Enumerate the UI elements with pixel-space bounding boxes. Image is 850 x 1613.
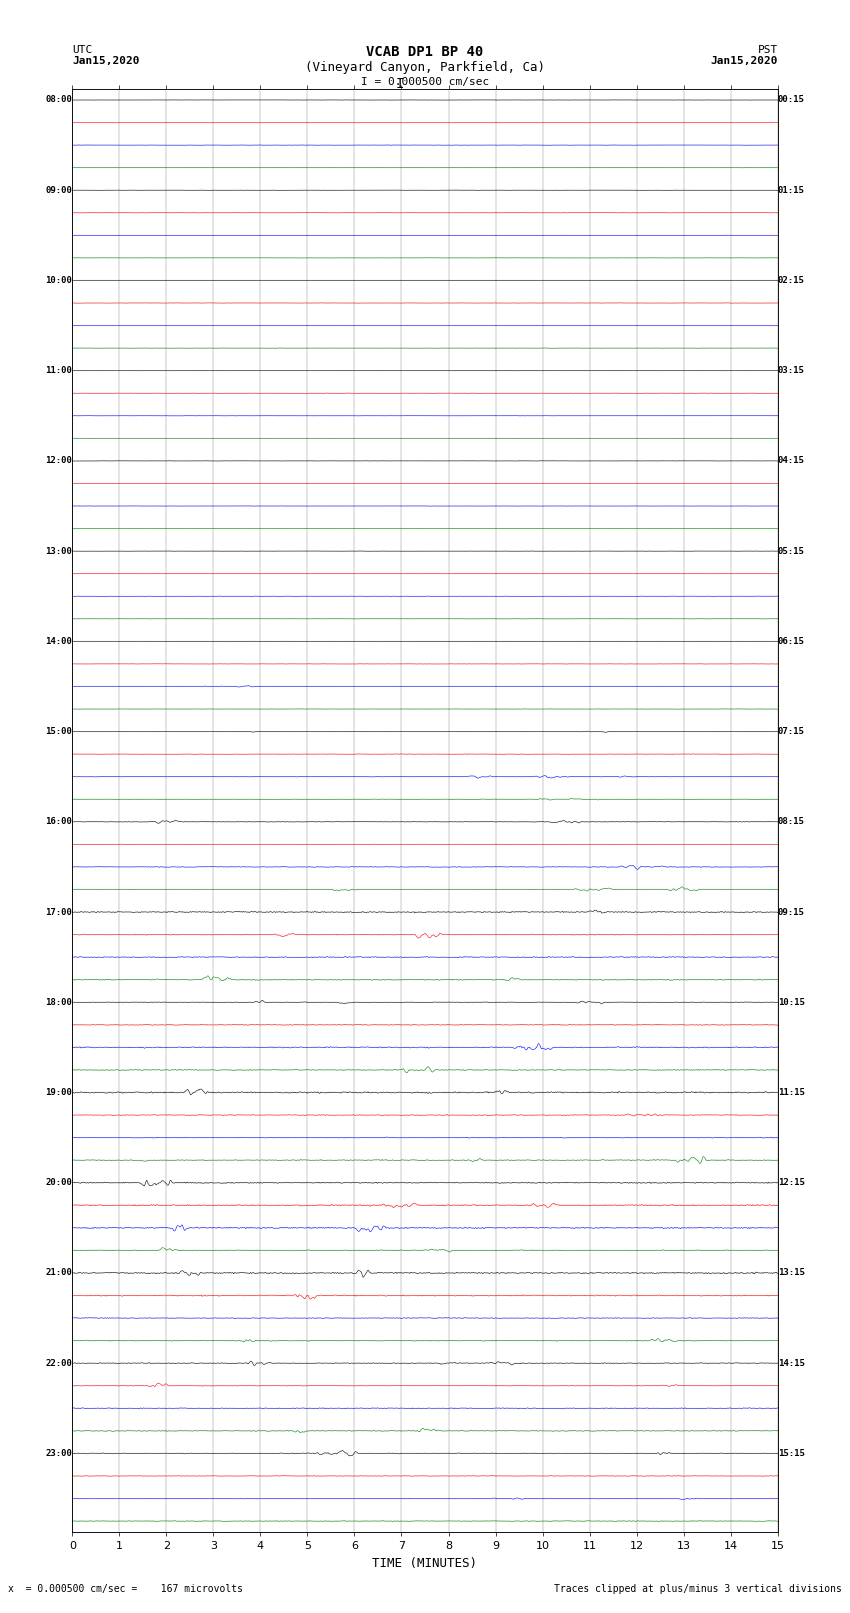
Text: 13:00: 13:00 — [45, 547, 72, 555]
Text: 11:00: 11:00 — [45, 366, 72, 376]
Text: 05:15: 05:15 — [778, 547, 805, 555]
Text: 17:00: 17:00 — [45, 908, 72, 916]
Text: 09:00: 09:00 — [45, 185, 72, 195]
Text: 12:00: 12:00 — [45, 456, 72, 466]
Text: 11:15: 11:15 — [778, 1089, 805, 1097]
Text: 07:15: 07:15 — [778, 727, 805, 736]
Text: 10:15: 10:15 — [778, 998, 805, 1007]
Text: 00:15: 00:15 — [778, 95, 805, 105]
Text: 10:00: 10:00 — [45, 276, 72, 286]
Text: 21:00: 21:00 — [45, 1268, 72, 1277]
Text: 03:15: 03:15 — [778, 366, 805, 376]
Text: 08:00: 08:00 — [45, 95, 72, 105]
Text: 15:00: 15:00 — [45, 727, 72, 736]
X-axis label: TIME (MINUTES): TIME (MINUTES) — [372, 1557, 478, 1569]
Text: I = 0.000500 cm/sec: I = 0.000500 cm/sec — [361, 77, 489, 87]
Text: Traces clipped at plus/minus 3 vertical divisions: Traces clipped at plus/minus 3 vertical … — [553, 1584, 842, 1594]
Text: x  = 0.000500 cm/sec =    167 microvolts: x = 0.000500 cm/sec = 167 microvolts — [8, 1584, 243, 1594]
Text: 15:15: 15:15 — [778, 1448, 805, 1458]
Text: 13:15: 13:15 — [778, 1268, 805, 1277]
Text: (Vineyard Canyon, Parkfield, Ca): (Vineyard Canyon, Parkfield, Ca) — [305, 61, 545, 74]
Text: UTC: UTC — [72, 45, 93, 55]
Text: 19:00: 19:00 — [45, 1089, 72, 1097]
Text: PST: PST — [757, 45, 778, 55]
Text: Jan15,2020: Jan15,2020 — [711, 56, 778, 66]
Text: 16:00: 16:00 — [45, 818, 72, 826]
Text: 01:15: 01:15 — [778, 185, 805, 195]
Text: 04:15: 04:15 — [778, 456, 805, 466]
Text: I: I — [395, 77, 404, 92]
Text: 02:15: 02:15 — [778, 276, 805, 286]
Text: 14:00: 14:00 — [45, 637, 72, 645]
Text: 23:00: 23:00 — [45, 1448, 72, 1458]
Text: Jan15,2020: Jan15,2020 — [72, 56, 139, 66]
Text: 12:15: 12:15 — [778, 1177, 805, 1187]
Text: 20:00: 20:00 — [45, 1177, 72, 1187]
Text: VCAB DP1 BP 40: VCAB DP1 BP 40 — [366, 45, 484, 60]
Text: 14:15: 14:15 — [778, 1358, 805, 1368]
Text: 09:15: 09:15 — [778, 908, 805, 916]
Text: 06:15: 06:15 — [778, 637, 805, 645]
Text: 08:15: 08:15 — [778, 818, 805, 826]
Text: 18:00: 18:00 — [45, 998, 72, 1007]
Text: 22:00: 22:00 — [45, 1358, 72, 1368]
